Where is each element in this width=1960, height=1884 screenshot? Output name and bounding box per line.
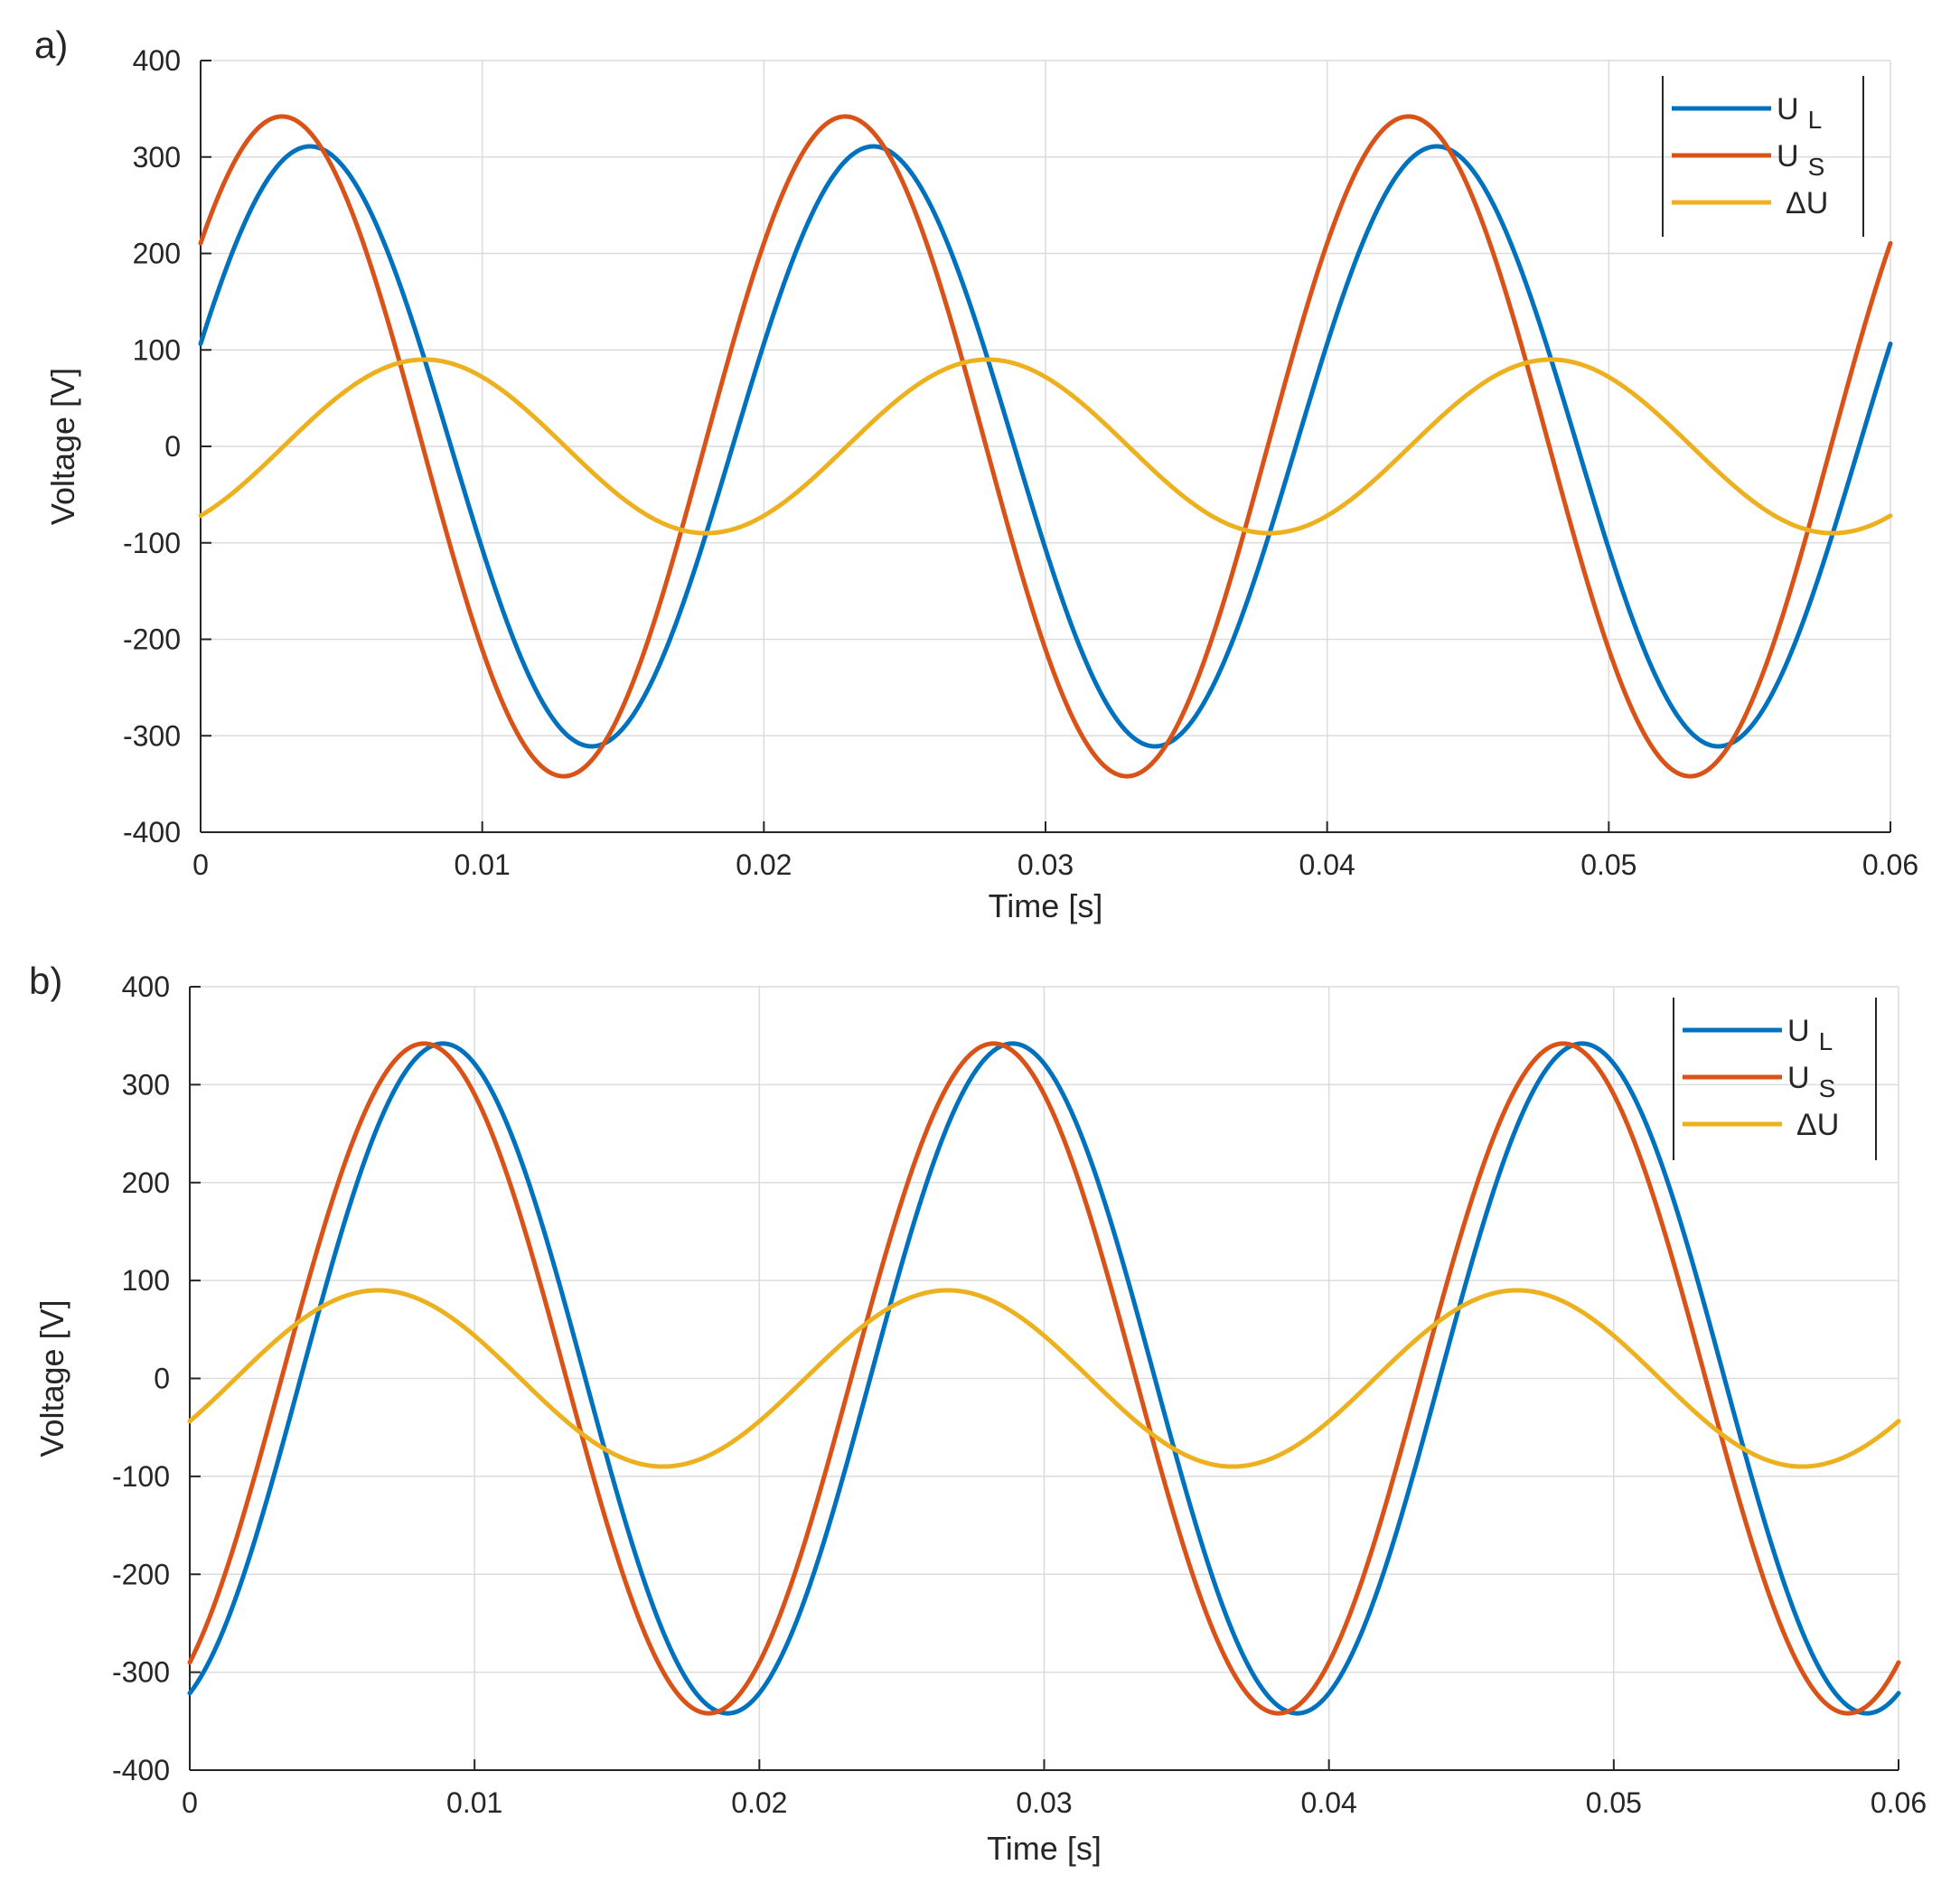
series-line-du [187, 1288, 1901, 1469]
y-axis-label: Voltage [V] [44, 368, 81, 525]
y-axis-label: Voltage [V] [33, 1299, 70, 1457]
x-tick-label: 0.06 [1862, 848, 1918, 881]
x-tick-label: 0.04 [1299, 848, 1355, 881]
legend-label: ΔU [1786, 186, 1828, 220]
x-tick-label: 0.06 [1871, 1786, 1927, 1819]
y-tick-label: -300 [112, 1656, 170, 1689]
chart-a: a) -400 -300 -200 -100 0 100 200 300 400 0 0.01 0.02… [34, 23, 1918, 924]
chart-b: b) -400 -300 -200 -100 0 100 200 300 400 0 0.01 0.02… [29, 960, 1927, 1867]
x-tick-label: 0.05 [1586, 1786, 1642, 1819]
series-line-du [198, 357, 1893, 536]
y-tick-label: 300 [133, 141, 181, 173]
x-tick-label: 0.01 [446, 1786, 502, 1819]
y-tick-label: -400 [112, 1754, 170, 1786]
x-tick-label: 0.05 [1580, 848, 1636, 881]
y-tick-label: 200 [122, 1167, 170, 1199]
y-tick-label: 400 [133, 44, 181, 77]
series-line-us [198, 114, 1893, 779]
x-tick-label: 0 [192, 848, 209, 881]
y-tick-label: 100 [133, 333, 181, 366]
y-tick-label: 400 [122, 970, 170, 1003]
x-tick-label: 0.01 [455, 848, 511, 881]
series-line-ul [198, 144, 1893, 749]
y-tick-label: -200 [123, 623, 181, 656]
x-tick-label: 0.03 [1016, 1786, 1072, 1819]
panel-label: a) [34, 23, 68, 66]
y-tick-label: 300 [122, 1068, 170, 1101]
legend-label: ΔU [1796, 1108, 1839, 1142]
y-tick-label: -100 [123, 527, 181, 559]
y-tick-label: 200 [133, 238, 181, 270]
y-tick-label: -100 [112, 1460, 170, 1493]
x-axis-label: Time [s] [987, 1830, 1102, 1867]
x-tick-label: 0.03 [1018, 848, 1074, 881]
x-tick-label: 0 [182, 1786, 198, 1819]
series-line-us [187, 1041, 1901, 1716]
x-tick-label: 0.04 [1301, 1786, 1357, 1819]
y-tick-label: 0 [154, 1363, 170, 1395]
y-tick-label: 0 [164, 430, 181, 463]
y-tick-label: -200 [112, 1558, 170, 1590]
legend: U L U S ΔU [1673, 998, 1877, 1160]
y-tick-label: 100 [122, 1264, 170, 1297]
x-tick-label: 0.02 [731, 1786, 787, 1819]
y-tick-label: -400 [123, 816, 181, 848]
panel-label: b) [29, 960, 62, 1002]
legend: U L U S ΔU [1662, 76, 1864, 237]
x-axis-label: Time [s] [989, 887, 1103, 924]
x-tick-label: 0.02 [736, 848, 792, 881]
y-tick-label: -300 [123, 719, 181, 752]
series-line-ul [187, 1041, 1901, 1716]
